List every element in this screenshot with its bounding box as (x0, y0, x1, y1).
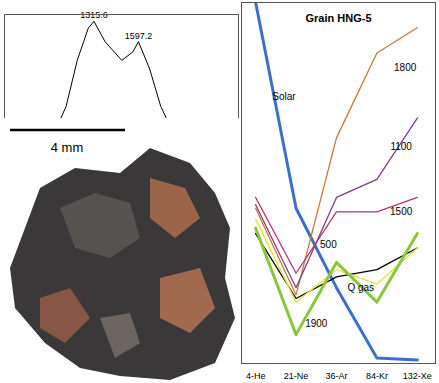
svg-text:Grain HNG-5: Grain HNG-5 (305, 12, 371, 24)
svg-text:4-He: 4-He (246, 371, 266, 381)
svg-text:1597.2: 1597.2 (125, 31, 153, 41)
svg-text:1100: 1100 (390, 141, 412, 152)
svg-text:1800: 1800 (394, 62, 417, 73)
svg-text:Q gas: Q gas (347, 282, 374, 293)
svg-text:21-Ne: 21-Ne (284, 371, 309, 381)
svg-text:Solar: Solar (272, 91, 296, 102)
svg-text:1500: 1500 (390, 206, 413, 217)
svg-text:1315.6: 1315.6 (80, 10, 108, 20)
svg-text:1900: 1900 (305, 318, 328, 329)
svg-text:4 mm: 4 mm (51, 140, 84, 155)
svg-text:500: 500 (320, 239, 337, 250)
svg-text:132-Xe: 132-Xe (403, 371, 432, 381)
svg-text:36-Ar: 36-Ar (325, 371, 347, 381)
svg-text:84-Kr: 84-Kr (366, 371, 388, 381)
